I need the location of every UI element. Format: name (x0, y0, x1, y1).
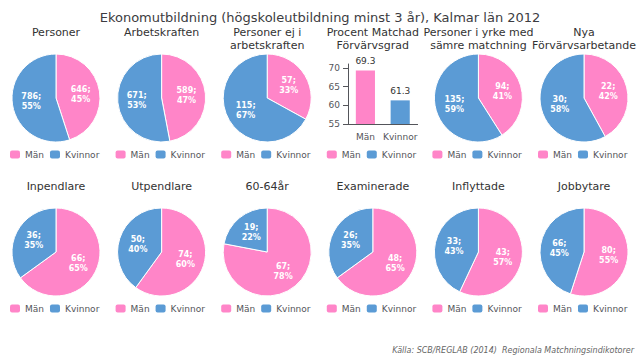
svg-text:Kvinnor: Kvinnor (276, 150, 311, 160)
svg-text:19;: 19; (244, 223, 258, 232)
svg-text:35%: 35% (24, 241, 43, 250)
svg-text:Män: Män (131, 304, 150, 314)
svg-text:786;: 786; (21, 92, 41, 101)
svg-text:66;: 66; (552, 239, 566, 248)
svg-text:69.3: 69.3 (355, 56, 375, 66)
svg-text:74;: 74; (178, 250, 192, 259)
svg-text:Personer: Personer (32, 26, 81, 39)
svg-text:57;: 57; (282, 76, 296, 85)
svg-text:55: 55 (329, 119, 340, 129)
svg-text:Kvinnor: Kvinnor (382, 150, 417, 160)
svg-text:33%: 33% (279, 86, 298, 95)
svg-text:Förvärvsgrad: Förvärvsgrad (337, 39, 409, 52)
svg-text:Män: Män (25, 150, 44, 160)
svg-text:Män: Män (356, 132, 375, 142)
svg-text:60-64år: 60-64år (246, 180, 290, 193)
svg-text:Inflyttade: Inflyttade (452, 180, 505, 193)
svg-text:22;: 22; (601, 82, 615, 91)
svg-text:Kvinnor: Kvinnor (171, 304, 206, 314)
svg-text:Kvinnor: Kvinnor (593, 150, 628, 160)
svg-text:Förvärvsarbetande: Förvärvsarbetande (532, 39, 636, 52)
svg-text:33;: 33; (447, 237, 461, 246)
svg-text:53%: 53% (127, 101, 146, 110)
svg-text:42%: 42% (599, 92, 618, 101)
svg-text:36;: 36; (27, 231, 41, 240)
svg-text:Personer i yrke med: Personer i yrke med (423, 26, 533, 39)
svg-text:Nya: Nya (573, 26, 594, 39)
svg-text:Kvinnor: Kvinnor (382, 304, 417, 314)
svg-text:671;: 671; (127, 91, 147, 100)
svg-text:58%: 58% (550, 105, 569, 114)
svg-text:Källa: SCB/REGLAB (2014) Regi: Källa: SCB/REGLAB (2014) Regionala Match… (392, 346, 634, 355)
svg-text:43;: 43; (496, 248, 510, 257)
svg-text:Personer ej i: Personer ej i (233, 26, 301, 39)
svg-text:Ekonomutbildning (högskoleutbi: Ekonomutbildning (högskoleutbildning min… (100, 10, 541, 25)
svg-text:Män: Män (447, 150, 466, 160)
svg-text:61.3: 61.3 (390, 86, 410, 96)
svg-text:55%: 55% (599, 256, 618, 265)
svg-text:66;: 66; (71, 254, 85, 263)
svg-text:67%: 67% (236, 111, 255, 120)
svg-text:80;: 80; (602, 246, 616, 255)
svg-text:55%: 55% (22, 102, 41, 111)
svg-text:30;: 30; (553, 95, 567, 104)
svg-text:Män: Män (342, 304, 361, 314)
svg-text:Procent Matchad: Procent Matchad (327, 26, 419, 39)
svg-text:22%: 22% (242, 233, 261, 242)
svg-text:Kvinnor: Kvinnor (171, 150, 206, 160)
svg-text:45%: 45% (71, 95, 90, 104)
svg-text:Kvinnor: Kvinnor (65, 304, 100, 314)
svg-text:646;: 646; (71, 85, 91, 94)
svg-text:65%: 65% (385, 264, 404, 273)
svg-text:Män: Män (25, 304, 44, 314)
svg-text:Inpendlare: Inpendlare (27, 180, 86, 193)
svg-text:Kvinnor: Kvinnor (487, 304, 522, 314)
svg-text:47%: 47% (177, 96, 196, 105)
svg-text:60%: 60% (176, 260, 195, 269)
svg-text:94;: 94; (495, 82, 509, 91)
svg-text:Män: Män (131, 150, 150, 160)
svg-text:67;: 67; (276, 262, 290, 271)
svg-text:78%: 78% (274, 272, 293, 281)
svg-text:Kvinnor: Kvinnor (65, 150, 100, 160)
svg-text:Kvinnor: Kvinnor (593, 304, 628, 314)
svg-text:60: 60 (329, 100, 341, 110)
svg-text:Examinerade: Examinerade (336, 180, 409, 193)
svg-text:arbetskraften: arbetskraften (230, 39, 304, 52)
svg-text:57%: 57% (493, 258, 512, 267)
svg-text:35%: 35% (341, 241, 360, 250)
svg-text:70: 70 (329, 63, 341, 73)
svg-text:48;: 48; (388, 254, 402, 263)
svg-text:589;: 589; (177, 86, 197, 95)
svg-text:115;: 115; (236, 101, 256, 110)
svg-text:Arbetskraften: Arbetskraften (124, 26, 199, 39)
svg-text:Jobbytare: Jobbytare (557, 180, 611, 193)
svg-text:50;: 50; (131, 235, 145, 244)
svg-text:65: 65 (329, 82, 340, 92)
svg-text:Kvinnor: Kvinnor (383, 132, 418, 142)
svg-text:Män: Män (553, 150, 572, 160)
svg-text:135;: 135; (444, 95, 464, 104)
svg-text:26;: 26; (343, 231, 357, 240)
svg-text:sämre matchning: sämre matchning (430, 39, 527, 52)
svg-text:Kvinnor: Kvinnor (276, 304, 311, 314)
svg-text:43%: 43% (444, 247, 463, 256)
svg-text:41%: 41% (493, 92, 512, 101)
svg-text:Män: Män (236, 304, 255, 314)
svg-text:40%: 40% (128, 245, 147, 254)
svg-text:45%: 45% (550, 249, 569, 258)
svg-text:Män: Män (447, 304, 466, 314)
svg-text:Män: Män (553, 304, 572, 314)
svg-text:65%: 65% (69, 264, 88, 273)
svg-text:Män: Män (236, 150, 255, 160)
svg-text:59%: 59% (445, 105, 464, 114)
svg-text:Kvinnor: Kvinnor (487, 150, 522, 160)
svg-text:Utpendlare: Utpendlare (131, 180, 192, 193)
svg-text:Män: Män (342, 150, 361, 160)
